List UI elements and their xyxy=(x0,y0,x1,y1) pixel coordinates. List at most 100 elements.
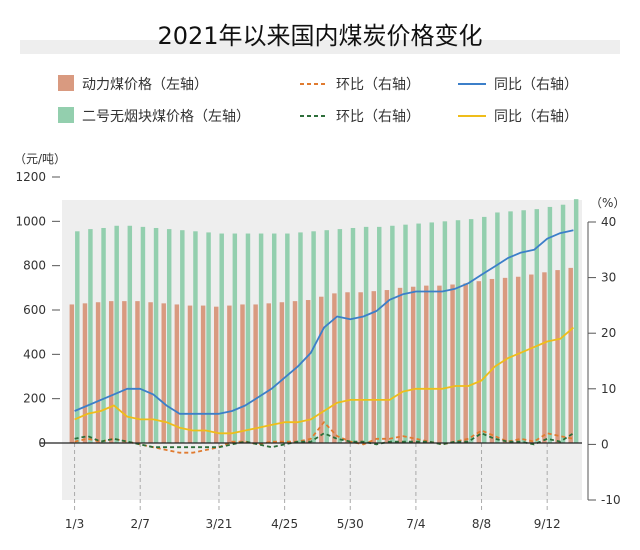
bar-thermal xyxy=(332,293,337,443)
bar-anthracite xyxy=(363,226,369,443)
x-tick-label: 5/30 xyxy=(337,517,364,531)
bars-anthracite xyxy=(75,199,579,443)
bar-anthracite xyxy=(482,216,487,443)
bar-anthracite xyxy=(180,230,185,443)
bar-anthracite xyxy=(350,227,356,443)
bar-thermal xyxy=(358,292,363,443)
bar-anthracite xyxy=(114,225,119,443)
bar-anthracite xyxy=(573,199,579,443)
bar-thermal xyxy=(148,302,153,443)
bar-thermal xyxy=(424,285,429,443)
x-tick-label: 2/7 xyxy=(131,517,150,531)
bar-anthracite xyxy=(455,220,461,443)
bar-anthracite xyxy=(140,226,146,443)
bar-thermal xyxy=(476,281,482,443)
bar-anthracite xyxy=(258,233,264,443)
bar-thermal xyxy=(515,276,521,443)
bar-anthracite xyxy=(193,231,198,443)
x-tick-label: 8/8 xyxy=(472,517,491,531)
bar-anthracite xyxy=(495,212,500,443)
bar-anthracite xyxy=(101,227,106,443)
bar-anthracite xyxy=(468,219,474,443)
bar-thermal xyxy=(489,278,495,443)
right-tick-label: 10 xyxy=(601,382,616,396)
legend-label-anthracite-yoy: 同比（右轴） xyxy=(494,109,578,125)
bar-thermal xyxy=(292,301,298,443)
bar-anthracite xyxy=(429,222,434,443)
bar-thermal xyxy=(437,285,442,443)
bar-anthracite xyxy=(547,206,553,443)
title-band xyxy=(20,40,620,54)
bar-anthracite xyxy=(271,233,277,443)
bar-thermal xyxy=(174,304,180,443)
bar-thermal xyxy=(542,272,547,443)
legend-label-thermal: 动力煤价格（左轴） xyxy=(82,77,208,93)
bar-anthracite xyxy=(560,204,566,443)
bar-anthracite xyxy=(127,225,133,443)
bar-thermal xyxy=(108,301,114,443)
x-tick-label: 4/25 xyxy=(271,517,298,531)
right-tick-label: 0 xyxy=(601,437,609,451)
left-tick-label: 800 xyxy=(23,259,46,273)
bar-thermal xyxy=(555,270,560,443)
bar-anthracite xyxy=(377,226,382,443)
bar-thermal xyxy=(240,304,245,443)
bar-thermal xyxy=(214,306,219,443)
legend-label-thermal-mom: 环比（右轴） xyxy=(336,77,420,93)
legend-label-thermal-yoy: 同比（右轴） xyxy=(494,77,578,93)
left-tick-label: 600 xyxy=(23,303,46,317)
bar-thermal xyxy=(95,302,101,443)
line-anthracite-mom xyxy=(74,432,574,449)
bar-thermal xyxy=(463,283,468,443)
bar-anthracite xyxy=(88,229,93,443)
legend-label-anthracite-mom: 环比（右轴） xyxy=(336,109,420,125)
x-gridlines xyxy=(74,443,548,512)
bar-anthracite xyxy=(508,211,513,443)
line-anthracite-yoy xyxy=(74,326,574,435)
x-tick-label: 7/4 xyxy=(406,517,425,531)
bar-thermal xyxy=(266,303,271,443)
bar-thermal xyxy=(568,267,573,443)
bar-thermal xyxy=(319,296,324,443)
left-tick-label: 400 xyxy=(23,347,46,361)
right-tick-label: 20 xyxy=(601,326,616,340)
bar-anthracite xyxy=(232,233,238,443)
right-axis-unit: （%） xyxy=(590,196,625,210)
left-tick-label: 200 xyxy=(23,392,46,406)
bar-thermal xyxy=(305,300,311,443)
bar-thermal xyxy=(397,287,403,443)
left-axis-ticks: 0 200 400 600 800 1000 1200 xyxy=(15,170,60,450)
x-tick-label: 3/21 xyxy=(205,517,232,531)
legend-label-anthracite: 二号无烟块煤价格（左轴） xyxy=(82,109,250,125)
x-tick-label: 9/12 xyxy=(534,517,561,531)
bar-anthracite xyxy=(324,230,329,443)
bar-anthracite xyxy=(206,232,211,443)
bar-anthracite xyxy=(219,233,224,443)
bar-thermal xyxy=(227,305,232,443)
bar-thermal xyxy=(345,292,350,443)
left-tick-label: 1200 xyxy=(15,170,46,184)
left-tick-label: 0 xyxy=(38,436,46,450)
legend: 动力煤价格（左轴） 二号无烟块煤价格（左轴） 环比（右轴） 环比（右轴） 同比（… xyxy=(58,75,578,125)
left-tick-label: 1000 xyxy=(15,214,46,228)
right-axis-ticks: -10 0 10 20 30 40 xyxy=(588,215,621,507)
legend-swatch-anthracite xyxy=(58,107,74,123)
x-axis-ticks: 1/3 2/7 3/21 4/25 5/30 7/4 8/8 9/12 xyxy=(65,517,561,531)
bar-anthracite xyxy=(442,221,448,443)
bar-thermal xyxy=(122,301,127,443)
bar-thermal xyxy=(135,301,140,443)
bar-thermal xyxy=(69,304,75,443)
line-thermal-yoy xyxy=(74,229,574,415)
bar-thermal xyxy=(161,303,166,443)
legend-swatch-thermal xyxy=(58,75,74,91)
bar-thermal xyxy=(450,284,455,443)
bar-anthracite xyxy=(153,227,159,443)
bar-anthracite xyxy=(337,229,343,443)
bar-thermal xyxy=(529,274,534,443)
left-axis-unit: （元/吨） xyxy=(14,152,66,166)
bar-thermal xyxy=(200,305,206,443)
bar-anthracite xyxy=(403,224,408,443)
bar-thermal xyxy=(371,291,377,443)
